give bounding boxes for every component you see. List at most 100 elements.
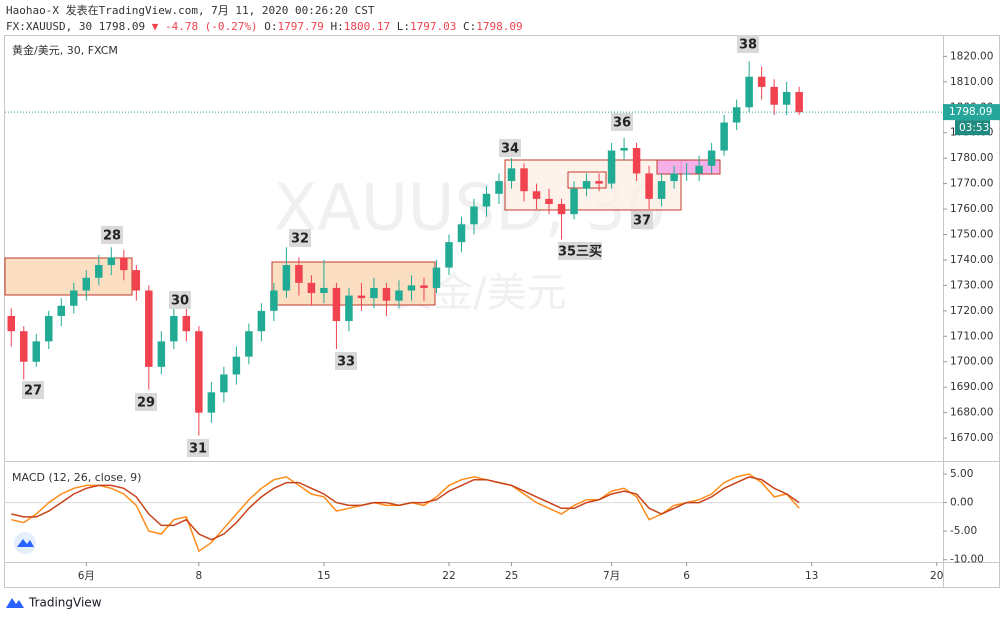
annotation: 38 bbox=[739, 38, 757, 53]
o-label: O: bbox=[264, 20, 277, 33]
candle-body bbox=[720, 122, 728, 151]
annotation-box bbox=[558, 242, 602, 260]
annotation-box bbox=[611, 113, 633, 131]
candle-body bbox=[545, 198, 553, 204]
candle-body bbox=[757, 76, 766, 87]
y-tick-label: 1700.00 bbox=[950, 356, 993, 368]
candle-body bbox=[745, 76, 753, 108]
y-tick-label: 1710.00 bbox=[950, 330, 993, 342]
symbol-line: FX:XAUUSD, 30 1798.09 ▼ -4.78 (-0.27%) O… bbox=[6, 20, 523, 33]
annotation-box bbox=[169, 291, 191, 309]
annotation-box bbox=[737, 35, 759, 53]
candle-body bbox=[670, 173, 678, 182]
y-tick-label: 1750.00 bbox=[950, 229, 993, 241]
x-tick-label: 6 bbox=[683, 570, 690, 582]
y-tick-label: 1670.00 bbox=[950, 432, 993, 444]
candle-body bbox=[82, 277, 91, 291]
macd-title: MACD (12, 26, close, 9) bbox=[12, 471, 141, 484]
candle-body bbox=[232, 356, 241, 375]
candle-body bbox=[382, 287, 391, 301]
candle-body bbox=[695, 165, 703, 174]
y-tick-label: 1760.00 bbox=[950, 203, 993, 215]
candle-body bbox=[645, 173, 653, 199]
annotation: 36 bbox=[613, 116, 631, 131]
zone-box bbox=[504, 159, 682, 211]
x-tick-label: 13 bbox=[805, 570, 818, 582]
candle-body bbox=[170, 315, 178, 342]
l-label: L: bbox=[397, 20, 410, 33]
candle-body bbox=[157, 341, 166, 367]
annotation-box bbox=[22, 381, 44, 399]
annotation: 35三买 bbox=[558, 245, 602, 260]
candle-body bbox=[182, 315, 191, 332]
candle-body bbox=[245, 331, 253, 357]
annotation: 29 bbox=[137, 396, 155, 411]
candle-body bbox=[657, 181, 666, 199]
candle-body bbox=[432, 267, 441, 288]
candle-body bbox=[357, 295, 366, 299]
x-tick-label: 25 bbox=[505, 570, 518, 582]
x-tick-label: 22 bbox=[442, 570, 455, 582]
price-tag bbox=[943, 104, 1000, 121]
x-tick-label: 20 bbox=[930, 570, 943, 582]
candle-body bbox=[370, 287, 378, 299]
countdown-label: 03:53 bbox=[959, 122, 989, 134]
candle-body bbox=[32, 341, 41, 362]
candle-body bbox=[195, 331, 203, 413]
y-tick-label: 0.00 bbox=[950, 497, 973, 509]
c-label: C: bbox=[463, 20, 476, 33]
candle-body bbox=[395, 290, 403, 301]
candle-body bbox=[570, 188, 578, 215]
candle-body bbox=[620, 147, 628, 151]
candle-body bbox=[420, 285, 428, 288]
candle-body bbox=[295, 265, 303, 283]
candle-body bbox=[632, 147, 641, 174]
annotation: 32 bbox=[291, 232, 309, 247]
price-tag-label: 1798.09 bbox=[949, 106, 992, 118]
h-value: 1800.17 bbox=[344, 20, 390, 33]
candle-body bbox=[445, 242, 453, 268]
y-tick-label: 1810.00 bbox=[950, 76, 993, 88]
candle-body bbox=[345, 295, 353, 322]
candle-body bbox=[132, 270, 141, 291]
annotation-box bbox=[101, 226, 123, 244]
candle-body bbox=[145, 290, 153, 367]
annotation-box bbox=[289, 229, 311, 247]
annotation: 31 bbox=[189, 442, 207, 457]
l-value: 1797.03 bbox=[410, 20, 456, 33]
annotation: 27 bbox=[24, 384, 42, 399]
candle-body bbox=[70, 290, 78, 306]
candle-body bbox=[707, 150, 716, 166]
y-tick-label: 1680.00 bbox=[950, 407, 993, 419]
change: ▼ -4.78 (-0.27%) bbox=[152, 20, 258, 33]
x-tick-label: 7月 bbox=[603, 570, 620, 582]
macd-line bbox=[11, 476, 800, 541]
logo-icon bbox=[17, 539, 34, 547]
footer-text: TradingView bbox=[28, 596, 102, 610]
candle-body bbox=[532, 191, 541, 199]
annotation-box bbox=[631, 211, 653, 229]
y-tick-label: -10.00 bbox=[950, 554, 984, 566]
candle-body bbox=[470, 206, 478, 225]
candle-body bbox=[595, 181, 603, 184]
candle-body bbox=[95, 265, 103, 278]
candle-body bbox=[257, 310, 266, 332]
y-tick-label: 1780.00 bbox=[950, 152, 993, 164]
candle-body bbox=[320, 287, 328, 294]
candle-body bbox=[270, 290, 278, 311]
annotation-box bbox=[187, 439, 209, 457]
candle-body bbox=[107, 257, 116, 266]
candle-body bbox=[332, 287, 341, 322]
footer-logo bbox=[6, 598, 24, 608]
candle-body bbox=[520, 168, 528, 192]
y-tick-label: -5.00 bbox=[950, 525, 977, 537]
last: 1798.09 bbox=[99, 20, 145, 33]
c-value: 1798.09 bbox=[476, 20, 522, 33]
h-label: H: bbox=[331, 20, 344, 33]
candle-body bbox=[45, 315, 53, 342]
candle-body bbox=[120, 257, 128, 271]
main-title: 黄金/美元, 30, FXCM bbox=[12, 43, 118, 57]
candle-body bbox=[482, 193, 491, 207]
